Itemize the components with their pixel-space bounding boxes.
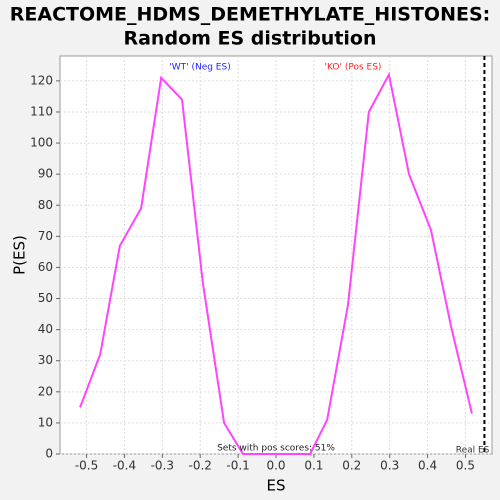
x-tick-label: 0.4	[418, 459, 437, 473]
y-tick-label: 100	[30, 136, 53, 150]
y-tick-label: 90	[38, 167, 53, 181]
plot-area	[59, 55, 493, 455]
y-tick-label: 80	[38, 198, 53, 212]
footnote: Sets with pos scores: 51%	[217, 444, 335, 454]
x-tick-label: 0.3	[380, 459, 399, 473]
neg-label: 'WT' (Neg ES)	[169, 63, 230, 73]
pos-label: 'KO' (Pos ES)	[325, 63, 382, 73]
line	[79, 71, 473, 455]
x-tick-label: -0.1	[226, 459, 249, 473]
x-tick-label: -0.2	[188, 459, 211, 473]
real-es-label: Real ES	[456, 446, 490, 456]
chart-title: REACTOME_HDMS_DEMETHYLATE_HISTONES:	[10, 4, 490, 26]
y-tick-label: 60	[38, 260, 53, 274]
x-tick-label: 0.1	[304, 459, 323, 473]
chart-title: Random ES distribution	[123, 28, 376, 50]
x-tick-label: -0.5	[75, 459, 98, 473]
y-tick-label: 0	[45, 447, 53, 461]
x-tick-label: -0.3	[151, 459, 174, 473]
x-tick-label: 0.2	[342, 459, 361, 473]
y-tick-label: 40	[38, 322, 53, 336]
y-tick-label: 30	[38, 353, 53, 367]
y-axis-label: P(ES)	[11, 235, 29, 275]
y-tick-label: 20	[38, 384, 53, 398]
x-tick-label: -0.4	[113, 459, 136, 473]
y-tick-label: 10	[38, 415, 53, 429]
x-axis-label: ES	[267, 477, 286, 495]
x-tick-label: 0.5	[456, 459, 475, 473]
y-tick-label: 120	[30, 73, 53, 87]
y-tick-label: 70	[38, 229, 53, 243]
y-tick-label: 110	[30, 104, 53, 118]
y-tick-label: 50	[38, 291, 53, 305]
x-tick-label: 0.0	[266, 459, 285, 473]
